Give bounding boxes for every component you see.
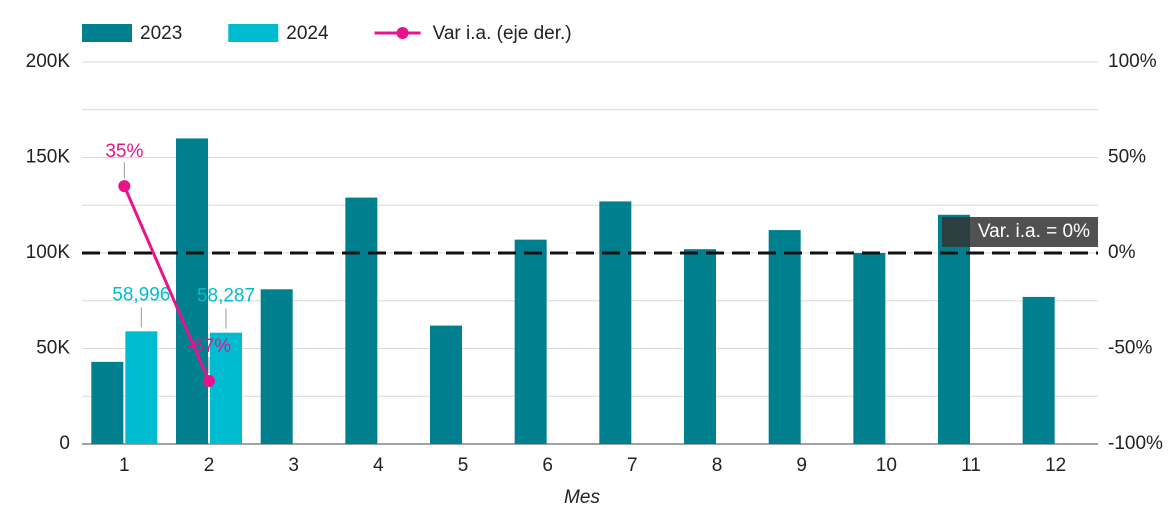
bar	[514, 239, 547, 444]
bar	[853, 253, 886, 444]
bar	[768, 230, 801, 444]
x-tick-label: 8	[712, 455, 723, 476]
x-tick-label: 5	[458, 455, 469, 476]
bar	[599, 201, 632, 444]
x-tick-label: 1	[119, 455, 130, 476]
legend-label: 2024	[286, 23, 329, 44]
legend-label: 2023	[140, 23, 182, 44]
y2-tick-label: 50%	[1108, 147, 1146, 168]
data-label: -67%	[187, 336, 231, 357]
x-tick-label: 2	[204, 455, 215, 476]
bar	[430, 325, 462, 444]
line	[122, 185, 211, 382]
x-axis-title: Mes	[564, 487, 600, 508]
x-tick-label: 11	[961, 455, 981, 476]
reference-label: Var. i.a. = 0%	[978, 221, 1090, 242]
y-tick-label: 50K	[36, 338, 70, 359]
y-tick-label: 200K	[26, 51, 71, 72]
y-tick-label: 150K	[26, 147, 71, 168]
reference-label-bg	[942, 217, 1098, 247]
legend-label: Var i.a. (eje der.)	[433, 23, 572, 44]
bar	[260, 289, 293, 444]
bar	[210, 332, 242, 444]
x-tick-label: 4	[373, 455, 384, 476]
data-label: 35%	[105, 141, 143, 162]
x-tick-label: 3	[288, 455, 299, 476]
bar	[938, 214, 970, 444]
line-point	[118, 180, 131, 193]
data-label: 58,996	[112, 284, 170, 305]
x-tick-label: 6	[542, 455, 553, 476]
line-point	[203, 374, 215, 387]
x-tick-label: 12	[1045, 455, 1066, 476]
data-label: 58,287	[197, 286, 255, 307]
bar	[125, 331, 158, 444]
y-tick-label: 0	[59, 433, 70, 454]
bar	[91, 361, 124, 444]
legend-swatch	[396, 27, 409, 39]
bar	[684, 249, 716, 444]
bar	[345, 197, 378, 444]
x-tick-label: 7	[627, 455, 638, 476]
legend-swatch	[228, 24, 279, 42]
y-tick-label: 100K	[26, 242, 71, 263]
x-tick-label: 10	[876, 455, 897, 476]
y2-tick-label: 0%	[1108, 242, 1136, 263]
legend-swatch	[82, 24, 132, 42]
y2-tick-label: -100%	[1108, 433, 1163, 454]
bar	[176, 138, 208, 444]
bar	[1022, 296, 1055, 444]
y2-tick-label: -50%	[1108, 338, 1152, 359]
y2-tick-label: 100%	[1108, 51, 1157, 72]
x-tick-label: 9	[796, 455, 807, 476]
